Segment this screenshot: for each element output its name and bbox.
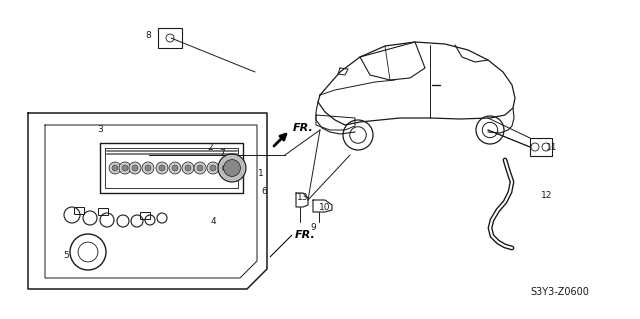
Text: 6: 6 — [261, 188, 267, 197]
Circle shape — [218, 154, 246, 182]
Circle shape — [122, 165, 128, 171]
Circle shape — [169, 162, 181, 174]
Text: 2: 2 — [207, 144, 213, 152]
Circle shape — [129, 162, 141, 174]
Text: 11: 11 — [547, 144, 557, 152]
Circle shape — [112, 165, 118, 171]
Text: FR.: FR. — [293, 123, 314, 133]
Text: 5: 5 — [63, 250, 69, 259]
Circle shape — [132, 165, 138, 171]
Text: 4: 4 — [210, 217, 216, 226]
Circle shape — [229, 162, 241, 174]
Circle shape — [232, 165, 238, 171]
Circle shape — [194, 162, 206, 174]
Text: 3: 3 — [97, 125, 103, 135]
Text: 7: 7 — [219, 149, 225, 158]
Circle shape — [109, 162, 121, 174]
Circle shape — [185, 165, 191, 171]
Bar — [98, 208, 108, 215]
Circle shape — [156, 162, 168, 174]
Circle shape — [145, 165, 151, 171]
Text: 10: 10 — [319, 204, 331, 212]
Text: 12: 12 — [541, 190, 553, 199]
Circle shape — [222, 165, 228, 171]
Circle shape — [142, 162, 154, 174]
Text: 1: 1 — [258, 169, 264, 179]
Bar — [530, 138, 552, 156]
Circle shape — [207, 162, 219, 174]
Text: 13: 13 — [297, 192, 308, 202]
Polygon shape — [270, 235, 292, 257]
Circle shape — [197, 165, 203, 171]
Circle shape — [159, 165, 165, 171]
Bar — [74, 207, 84, 214]
Circle shape — [210, 165, 216, 171]
Bar — [158, 28, 182, 48]
Circle shape — [172, 165, 178, 171]
Text: FR.: FR. — [295, 230, 316, 240]
Circle shape — [119, 162, 131, 174]
Circle shape — [182, 162, 194, 174]
Text: S3Y3-Z0600: S3Y3-Z0600 — [531, 287, 589, 297]
Circle shape — [219, 162, 231, 174]
Circle shape — [223, 160, 241, 176]
Text: 8: 8 — [145, 31, 151, 40]
Text: 9: 9 — [310, 222, 316, 232]
Bar — [140, 212, 150, 219]
